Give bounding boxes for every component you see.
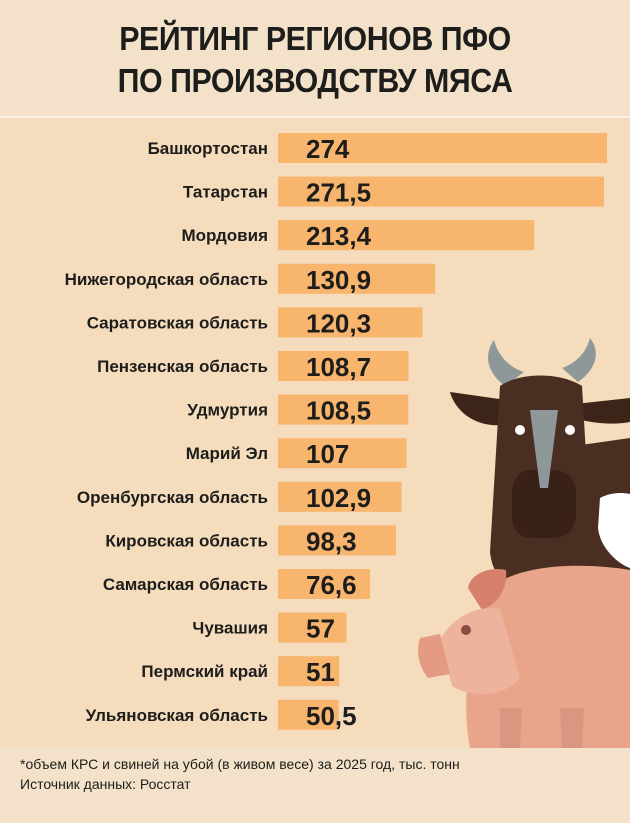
page-title-line-1: РЕЙТИНГ РЕГИОНОВ ПФО xyxy=(119,20,511,57)
value-label: 102,9 xyxy=(306,483,371,513)
value-label: 107 xyxy=(306,439,349,469)
category-label: Самарская область xyxy=(103,575,268,594)
value-label: 130,9 xyxy=(306,265,371,295)
value-label: 108,7 xyxy=(306,352,371,382)
header: РЕЙТИНГ РЕГИОНОВ ПФО ПО ПРОИЗВОДСТВУ МЯС… xyxy=(0,0,630,118)
category-label: Удмуртия xyxy=(187,401,268,420)
bar-chart: Башкортостан 274 Татарстан 271,5 Мордовия 213… xyxy=(65,133,630,748)
page-title-line-2: ПО ПРОИЗВОДСТВУ МЯСА xyxy=(117,62,513,99)
value-label: 51 xyxy=(306,657,335,687)
footnote-block: *объем КРС и свиней на убой (в живом вес… xyxy=(20,754,620,794)
pig-eye xyxy=(461,625,471,635)
pig-leg-back xyxy=(560,708,584,748)
cow-horn-left xyxy=(488,340,524,386)
bar-10 xyxy=(278,569,370,599)
value-label: 271,5 xyxy=(306,178,371,208)
pig-illustration xyxy=(418,565,630,748)
cow-white-patch xyxy=(598,493,630,568)
footnote: *объем КРС и свиней на убой (в живом вес… xyxy=(20,756,460,772)
value-label: 274 xyxy=(306,134,350,164)
chart-area: Башкортостан 274 Татарстан 271,5 Мордовия 213… xyxy=(0,118,630,748)
category-label: Мордовия xyxy=(181,226,268,245)
category-label: Пензенская область xyxy=(97,357,268,376)
pig-snout xyxy=(418,634,450,678)
data-source: Источник данных: Росстат xyxy=(20,776,191,792)
value-label: 120,3 xyxy=(306,308,371,338)
category-label: Саратовская область xyxy=(87,313,268,332)
cow-ear-right xyxy=(572,398,630,424)
pig-body xyxy=(466,565,630,748)
bar-2 xyxy=(278,220,535,251)
category-label: Татарстан xyxy=(183,183,268,202)
value-label: 50,5 xyxy=(306,701,357,731)
value-label: 108,5 xyxy=(306,396,371,426)
value-label: 213,4 xyxy=(306,221,372,251)
bar-11 xyxy=(278,612,347,643)
category-label: Кировская область xyxy=(105,531,268,550)
cow-eye-right xyxy=(565,425,575,435)
category-label: Марий Эл xyxy=(186,444,268,463)
bar-5 xyxy=(278,351,409,381)
bar-3 xyxy=(278,263,436,294)
bar-6 xyxy=(278,394,409,425)
category-label: Пермский край xyxy=(141,662,268,681)
cow-horn-right xyxy=(562,338,596,382)
category-label: Чувашия xyxy=(192,619,268,638)
category-label: Нижегородская область xyxy=(65,270,268,289)
bar-0 xyxy=(278,133,607,163)
value-label: 98,3 xyxy=(306,526,357,556)
value-label: 57 xyxy=(306,614,335,644)
bar-13 xyxy=(278,699,339,730)
pig-head xyxy=(440,607,520,695)
bar-4 xyxy=(278,307,423,338)
category-label: Оренбургская область xyxy=(77,488,268,507)
category-label: Ульяновская область xyxy=(86,706,268,725)
value-label: 76,6 xyxy=(306,570,357,600)
cow-eye-left xyxy=(515,425,525,435)
category-label: Башкортостан xyxy=(148,139,268,158)
cow-stripe xyxy=(530,410,558,488)
bar-8 xyxy=(278,481,402,512)
pig-ear xyxy=(468,568,507,610)
bar-9 xyxy=(278,525,397,556)
bar-7 xyxy=(278,438,407,469)
pig-leg-front xyxy=(500,708,522,748)
cow-muzzle xyxy=(512,470,576,538)
bar-12 xyxy=(278,656,340,687)
bar-1 xyxy=(278,176,604,207)
